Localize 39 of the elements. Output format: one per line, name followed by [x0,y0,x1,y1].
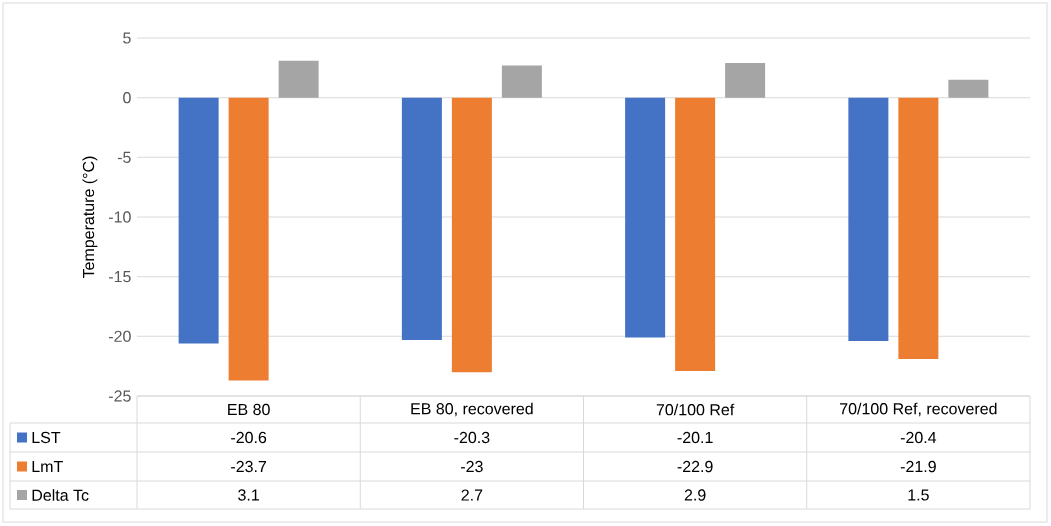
y-tick-label: -20 [108,330,131,342]
bar [625,97,666,338]
data-label: -20.1 [677,431,713,444]
data-label: -20.4 [900,431,937,444]
bar [401,97,442,340]
data-label: -20.6 [231,431,267,444]
data-label: 2.7 [461,489,483,501]
y-tick-label: -15 [108,271,131,283]
legend-label: LST [32,431,61,444]
data-label: -21.9 [900,460,936,473]
data-label: -20.3 [454,431,490,444]
y-tick-label: 5 [123,32,131,44]
data-label: 2.9 [684,489,706,501]
bar [228,97,269,381]
x-tick-label: EB 80 [228,403,270,416]
x-tick-label: 70/100 Ref [656,403,735,416]
bar [848,97,889,342]
data-label: 3.1 [238,489,259,501]
x-tick-label: 70/100 Ref, recovered [840,402,997,417]
y-tick-label: -10 [108,211,131,223]
bar [278,60,319,98]
data-label: -23.7 [231,460,267,473]
bar [725,63,766,98]
y-tick-label: 0 [123,92,131,104]
data-label: -23 [461,460,483,473]
bar [178,97,219,344]
y-tick-label: -5 [117,151,131,163]
bar [898,97,939,360]
legend-label: Delta Tc [32,489,89,501]
data-label: -22.9 [677,460,713,473]
y-axis-title: Temperature (°C) [82,156,98,279]
legend-label: LmT [32,461,63,473]
bar [675,97,716,371]
bar [451,97,492,373]
bar [948,79,989,98]
data-label: 1.5 [908,489,929,501]
bar [501,65,542,98]
x-tick-label: EB 80, recovered [411,402,533,417]
y-tick-label: -25 [108,390,131,402]
